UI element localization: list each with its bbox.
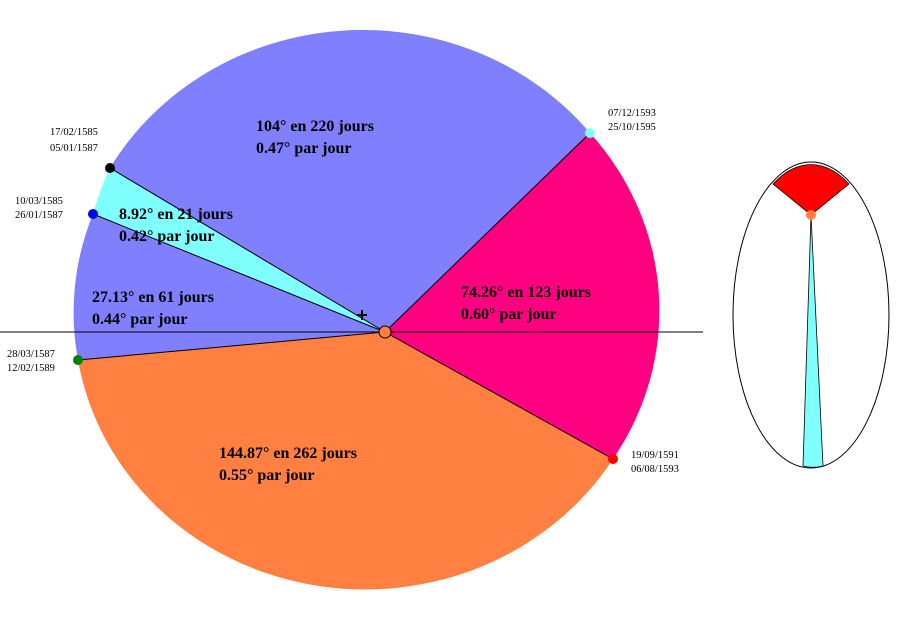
radius xyxy=(384,132,591,333)
radius xyxy=(77,331,386,361)
radius xyxy=(109,167,386,333)
radius xyxy=(92,213,386,333)
date-label: 10/03/1585 xyxy=(15,196,63,207)
point xyxy=(105,163,115,173)
inset-sun xyxy=(806,210,816,220)
date-label: 28/03/1587 xyxy=(7,349,55,360)
date-label: 05/01/1587 xyxy=(50,143,98,154)
sector xyxy=(78,332,613,590)
orbit xyxy=(0,29,703,590)
center-mark xyxy=(357,310,367,320)
sector xyxy=(385,133,660,459)
date-label: 07/12/1593 xyxy=(608,108,656,119)
sector xyxy=(73,214,386,360)
date-label: 12/02/1589 xyxy=(7,363,55,374)
point xyxy=(88,209,98,219)
sun xyxy=(378,325,392,339)
sector-label: 74.26° en 123 jours xyxy=(461,284,591,301)
sector-label: 0.47° par jour xyxy=(256,140,351,157)
sector-label: 0.60° par jour xyxy=(461,306,556,323)
inset xyxy=(732,161,890,469)
date-label: 19/09/1591 xyxy=(631,450,679,461)
point xyxy=(585,128,595,138)
sector-label: 0.55° par jour xyxy=(219,467,314,484)
point xyxy=(73,355,83,365)
point xyxy=(608,454,618,464)
date-label: 17/02/1585 xyxy=(50,127,98,138)
sector xyxy=(93,168,385,332)
sector-label: 144.87° en 262 jours xyxy=(219,445,357,462)
sector-label: 8.92° en 21 jours xyxy=(119,206,233,223)
sector-label: 0.42° par jour xyxy=(119,228,214,245)
inset-sector xyxy=(772,164,850,216)
date-label: 25/10/1595 xyxy=(608,122,656,133)
sector xyxy=(110,29,590,332)
inset-sector xyxy=(802,214,824,468)
sector-label: 27.13° en 61 jours xyxy=(92,289,214,306)
sector-label: 0.44° par jour xyxy=(92,311,187,328)
date-label: 26/01/1587 xyxy=(15,210,63,221)
sector-label: 104° en 220 jours xyxy=(256,118,374,135)
date-label: 06/08/1593 xyxy=(631,464,679,475)
radius xyxy=(384,331,614,460)
